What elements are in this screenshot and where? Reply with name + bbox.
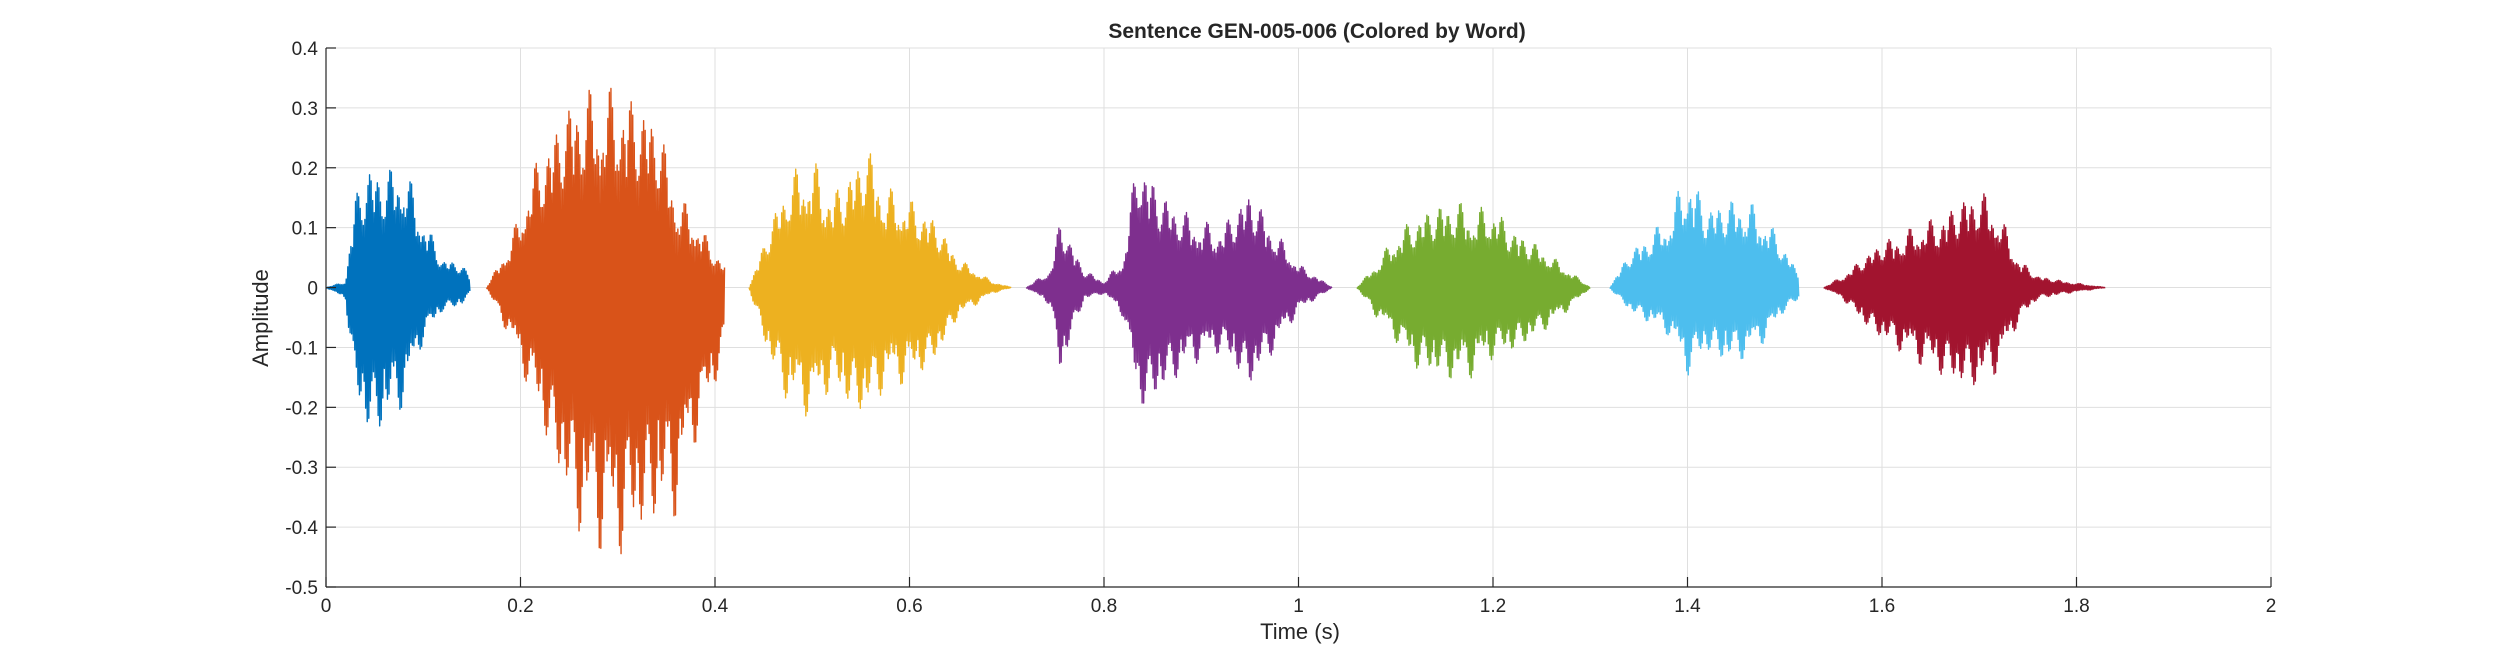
x-axis-label: Time (s) xyxy=(1260,619,1340,644)
x-tick-label: 1.4 xyxy=(1674,596,1701,617)
y-tick-label: -0.2 xyxy=(285,398,318,419)
word-waveform-6 xyxy=(1609,190,1800,376)
word-waveform-5 xyxy=(1356,202,1591,379)
x-tick-label: 0.2 xyxy=(507,596,533,617)
x-tick-label: 1.6 xyxy=(1869,596,1895,617)
x-tick-label: 0.6 xyxy=(896,596,922,617)
x-tick-label: 1 xyxy=(1293,596,1304,617)
word-waveform-1 xyxy=(325,169,471,427)
x-tick-label: 0.8 xyxy=(1091,596,1117,617)
y-tick-label: -0.3 xyxy=(285,458,318,479)
y-tick-label: 0.4 xyxy=(292,39,319,60)
chart-title: Sentence GEN-005-006 (Colored by Word) xyxy=(1108,20,1525,43)
y-tick-label: -0.4 xyxy=(285,518,318,539)
y-axis-label: Amplitude xyxy=(248,269,273,367)
x-tick-label: 1.8 xyxy=(2063,596,2089,617)
x-tick-label: 1.2 xyxy=(1480,596,1506,617)
y-tick-label: 0.2 xyxy=(292,159,318,180)
word-waveform-2 xyxy=(485,87,726,555)
word-waveform-3 xyxy=(748,153,1012,417)
grid xyxy=(325,47,2272,588)
y-tick-label: 0.1 xyxy=(292,219,318,240)
y-tick-label: 0.3 xyxy=(292,99,318,120)
y-tick-label: -0.1 xyxy=(285,338,318,359)
x-tick-label: 0.4 xyxy=(702,596,729,617)
x-tick-label: 2 xyxy=(2266,596,2277,617)
y-tick-label: -0.5 xyxy=(285,578,318,599)
y-tick-label: 0 xyxy=(307,279,318,300)
word-waveform-7 xyxy=(1823,193,2106,386)
y-axis-ticks: 0.4 0.3 0.2 0.1 0 -0.1 -0.2 -0.3 -0.4 -0.5 xyxy=(285,39,336,599)
x-tick-label: 0 xyxy=(321,596,332,617)
word-waveform-4 xyxy=(1025,182,1333,404)
x-axis-ticks: 0 0.2 0.4 0.6 0.8 1 1.2 1.4 1.6 1.8 2 xyxy=(321,577,2277,617)
waveform-series xyxy=(325,87,2106,555)
